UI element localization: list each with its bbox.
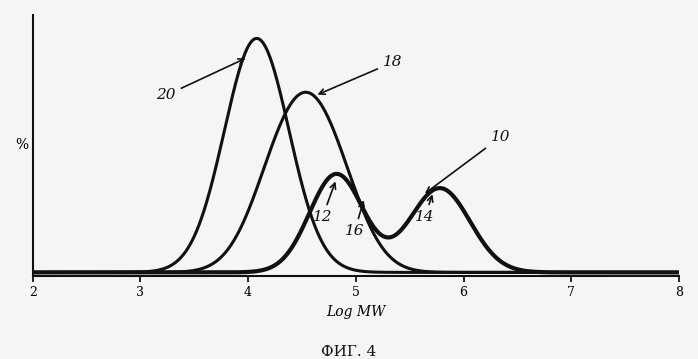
Text: ФИГ. 4: ФИГ. 4 [321, 345, 377, 359]
Text: 20: 20 [156, 59, 244, 102]
Text: 16: 16 [345, 202, 364, 238]
X-axis label: Log MW: Log MW [326, 305, 385, 319]
Text: 10: 10 [426, 130, 510, 192]
Text: 18: 18 [319, 56, 402, 94]
Text: 12: 12 [313, 183, 336, 224]
Y-axis label: %: % [15, 139, 28, 153]
Text: 14: 14 [415, 196, 435, 224]
